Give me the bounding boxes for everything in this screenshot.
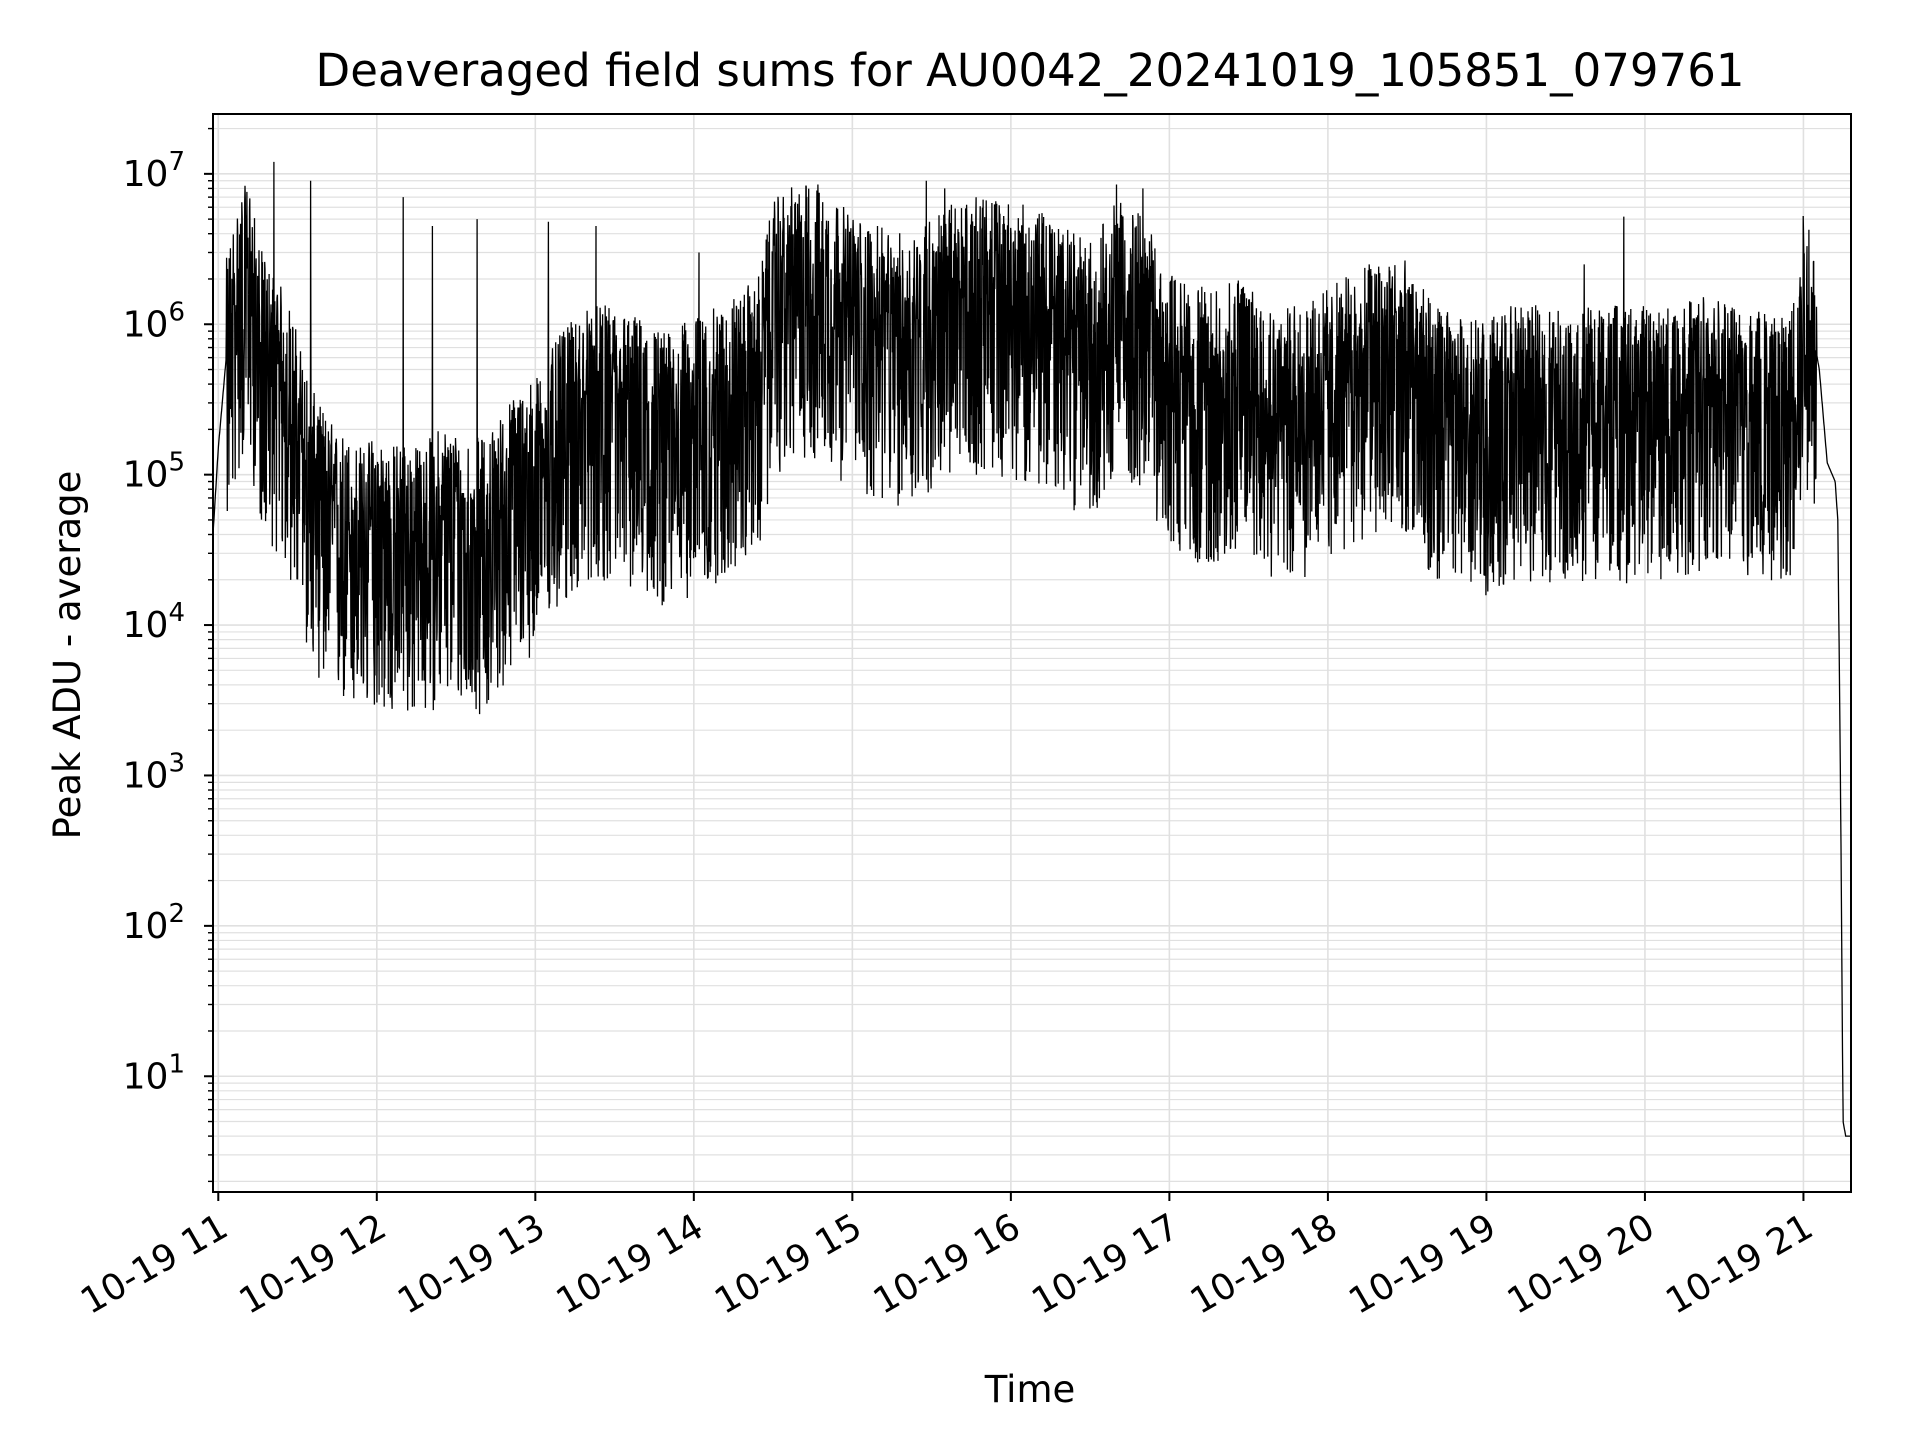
y-tick-label: 106: [123, 297, 185, 345]
x-tick-label: 10-19 20: [1501, 1206, 1662, 1322]
y-axis-label: Peak ADU - average: [46, 471, 89, 840]
plot-frame: [212, 113, 1852, 1193]
x-tick-label: 10-19 16: [867, 1206, 1028, 1322]
y-tick-label: 104: [123, 598, 185, 646]
y-ticks: 101 102 103 104 105 106 107: [123, 127, 213, 1183]
y-tick-label: 103: [123, 748, 185, 796]
x-tick-label: 10-19 21: [1659, 1206, 1820, 1322]
x-tick-label: 10-19 15: [708, 1206, 869, 1322]
plot-clip-group: [213, 161, 1851, 1137]
y-tick-label: 101: [123, 1049, 185, 1097]
x-tick-label: 10-19 17: [1025, 1206, 1186, 1322]
y-tick-label: 107: [123, 147, 185, 195]
x-tick-label: 10-19 19: [1342, 1206, 1503, 1322]
x-tick-label: 10-19 12: [233, 1206, 394, 1322]
x-axis-label: Time: [984, 1368, 1076, 1411]
chart-title: Deaveraged field sums for AU0042_2024101…: [316, 44, 1745, 97]
x-tick-label: 10-19 11: [74, 1206, 235, 1322]
x-tick-label: 10-19 13: [391, 1206, 552, 1322]
x-tick-label: 10-19 14: [550, 1206, 711, 1322]
x-tick-label: 10-19 18: [1184, 1206, 1345, 1322]
series-line: [213, 161, 1851, 1137]
y-tick-label: 105: [123, 448, 185, 496]
y-tick-label: 102: [123, 899, 185, 947]
